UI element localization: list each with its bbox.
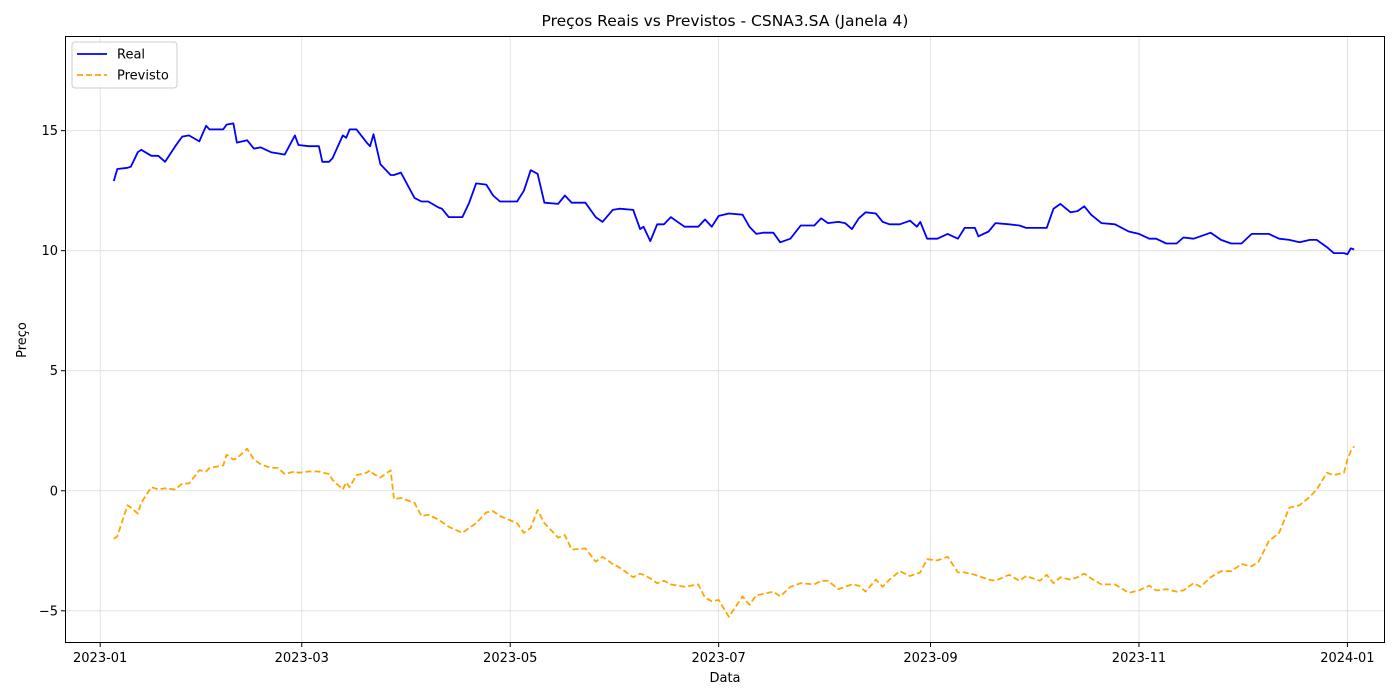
legend-label: Previsto xyxy=(117,69,169,84)
grid xyxy=(66,37,1385,642)
x-tick-label: 2024-01 xyxy=(1320,651,1374,666)
x-axis: 2023-01 2023-03 2023-05 2023-07 2023-09 2023-… xyxy=(73,642,1375,666)
y-tick-label: −5 xyxy=(39,604,58,619)
plot-frame xyxy=(65,36,1385,643)
y-tick-label: 10 xyxy=(41,244,58,259)
series-layer xyxy=(112,122,1355,618)
y-axis: −5 0 5 10 15 xyxy=(39,124,66,619)
y-tick-label: 0 xyxy=(50,484,58,499)
series-line-previsto xyxy=(113,445,1355,618)
x-tick-label: 2023-05 xyxy=(483,651,537,666)
series-line-real xyxy=(112,122,1355,256)
legend: Real Previsto xyxy=(71,41,178,89)
x-tick-label: 2023-03 xyxy=(275,651,329,666)
chart-title: Preços Reais vs Previstos - CSNA3.SA (Ja… xyxy=(542,12,909,30)
x-tick-label: 2023-09 xyxy=(903,651,957,666)
legend-label: Real xyxy=(117,48,145,63)
x-tick-label: 2023-07 xyxy=(692,651,746,666)
y-axis-label: Preço xyxy=(15,322,30,358)
y-tick-label: 15 xyxy=(41,124,58,139)
x-tick-label: 2023-11 xyxy=(1112,651,1166,666)
x-tick-label: 2023-01 xyxy=(73,651,127,666)
x-axis-label: Data xyxy=(709,671,740,686)
y-tick-label: 5 xyxy=(50,364,58,379)
